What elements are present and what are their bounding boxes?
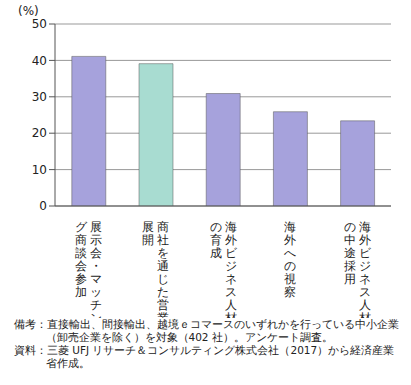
svg-text:展: 展 <box>142 220 154 234</box>
svg-text:参: 参 <box>75 272 87 286</box>
svg-text:20: 20 <box>32 126 47 140</box>
svg-text:用: 用 <box>344 272 356 286</box>
svg-text:人: 人 <box>359 298 371 312</box>
svg-text:ネ: ネ <box>225 272 237 286</box>
svg-text:談: 談 <box>75 246 87 260</box>
svg-text:海: 海 <box>359 220 371 234</box>
svg-text:成: 成 <box>210 246 222 260</box>
svg-text:10: 10 <box>32 163 47 177</box>
svg-text:業: 業 <box>157 311 169 318</box>
svg-text:外: 外 <box>359 233 371 247</box>
svg-text:の: の <box>284 259 296 273</box>
svg-text:ジ: ジ <box>359 259 371 273</box>
html-text:備考：直接輸出、間接輸出、越境ｅコマースのいずれかを行ってい: 備考：直接輸出、間接輸出、越境ｅコマースのいずれかを行っている中小企業（卸売企業… <box>14 318 399 343</box>
svg-text:途: 途 <box>344 246 356 260</box>
svg-text:材: 材 <box>358 311 371 318</box>
svg-text:商: 商 <box>75 233 87 247</box>
svg-text:加: 加 <box>75 285 87 299</box>
svg-text:た: た <box>157 285 169 299</box>
svg-text:ス: ス <box>225 285 237 299</box>
svg-text:材: 材 <box>224 311 237 318</box>
svg-text:ネ: ネ <box>359 272 371 286</box>
svg-text:会: 会 <box>75 259 87 273</box>
svg-text:開: 開 <box>142 233 154 247</box>
svg-text:ジ: ジ <box>225 259 237 273</box>
svg-text:ス: ス <box>359 285 371 299</box>
svg-text:40: 40 <box>32 54 47 68</box>
svg-text:ッ: ッ <box>90 285 102 299</box>
svg-text:商: 商 <box>157 220 169 234</box>
svg-text:展: 展 <box>90 220 102 234</box>
svg-text:へ: へ <box>284 246 296 260</box>
svg-text:を: を <box>157 246 169 260</box>
svg-text:営: 営 <box>157 298 169 312</box>
svg-text:外: 外 <box>225 233 237 247</box>
svg-text:海: 海 <box>284 220 296 234</box>
svg-text:視: 視 <box>284 272 296 286</box>
svg-text:ビ: ビ <box>225 246 238 260</box>
svg-text:ン: ン <box>90 311 102 318</box>
svg-text:マ: マ <box>90 272 102 286</box>
svg-text:中: 中 <box>344 233 356 247</box>
svg-text:育: 育 <box>210 233 222 247</box>
svg-text:会: 会 <box>90 246 102 260</box>
svg-text:チ: チ <box>90 298 102 312</box>
html-text:資料：三菱 UFJ リサーチ＆コンサルティング株式会社（20: 資料：三菱 UFJ リサーチ＆コンサルティング株式会社（2017）から経済産業省… <box>14 344 395 369</box>
svg-text:社: 社 <box>157 233 169 247</box>
svg-text:採: 採 <box>344 259 356 273</box>
svg-text:50: 50 <box>32 17 47 31</box>
svg-text:・: ・ <box>90 259 102 273</box>
svg-text:示: 示 <box>90 233 102 247</box>
svg-text:通: 通 <box>157 259 169 273</box>
svg-text:0: 0 <box>39 199 47 213</box>
svg-text:の: の <box>210 220 222 234</box>
svg-text:の: の <box>344 220 356 234</box>
svg-text:察: 察 <box>284 285 296 299</box>
svg-text:海: 海 <box>225 220 237 234</box>
svg-text:外: 外 <box>284 233 296 247</box>
svg-text:じ: じ <box>157 272 169 286</box>
svg-text:人: 人 <box>225 298 237 312</box>
svg-text:ビ: ビ <box>359 246 372 260</box>
svg-text:30: 30 <box>32 90 47 104</box>
svg-text:グ: グ <box>75 220 88 234</box>
